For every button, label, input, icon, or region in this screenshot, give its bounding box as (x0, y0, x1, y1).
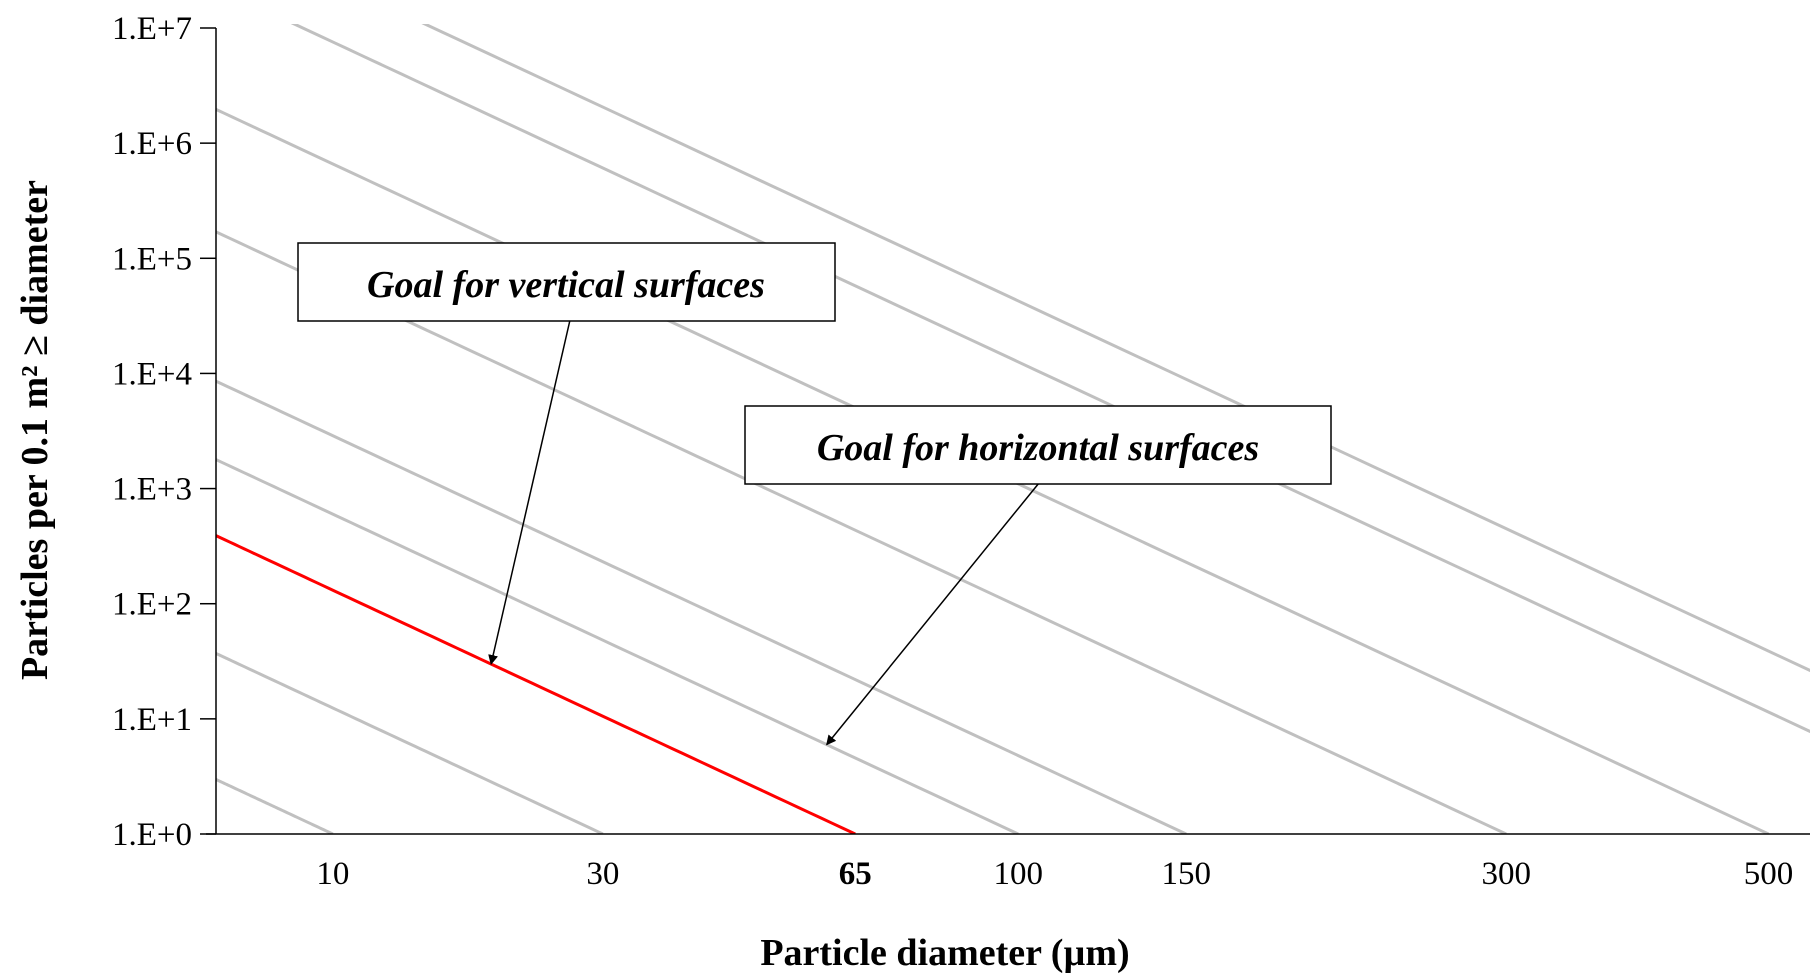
callout-text: Goal for horizontal surfaces (817, 427, 1259, 469)
y-ticks: 1.E+0 1.E+1 1.E+2 1.E+3 1.E+4 1.E+5 1.E+6 1.E+7 (112, 11, 216, 853)
y-tick-label: 1.E+4 (112, 356, 192, 392)
y-tick-label: 1.E+7 (112, 11, 192, 47)
callout-arrow (826, 482, 1040, 746)
y-tick-label: 1.E+3 (112, 472, 192, 508)
y-tick-label: 1.E+0 (112, 817, 192, 853)
x-tick-label: 150 (1161, 856, 1211, 892)
cleanliness-level-line-highlight (216, 534, 856, 834)
x-tick-label: 10 (316, 856, 349, 892)
cleanliness-level-line (290, 24, 1810, 734)
y-axis-title: Particles per 0.1 m² ≥ diameter (14, 180, 56, 680)
cleanliness-level-line (421, 24, 1810, 673)
cleanliness-level-line (216, 458, 1019, 834)
x-tick-label: 300 (1481, 856, 1531, 892)
y-tick-label: 1.E+2 (112, 587, 192, 623)
annotations: Goal for vertical surfaces Goal for horiz… (297, 242, 1332, 746)
callout-box (744, 405, 1332, 485)
cleanliness-level-line (216, 652, 604, 834)
callout-box (297, 242, 836, 322)
x-tick-label: 100 (993, 856, 1043, 892)
x-tick-label-highlight: 65 (839, 856, 872, 892)
x-axis-title: Particle diameter (µm) (760, 932, 1129, 974)
cleanliness-level-line (216, 778, 334, 834)
x-tick-label: 500 (1744, 856, 1794, 892)
x-ticks: 10 30 65 100 150 300 500 (316, 856, 1793, 892)
y-tick-label: 1.E+5 (112, 241, 192, 277)
cleanliness-level-line (216, 379, 1187, 834)
y-tick-label: 1.E+1 (112, 702, 192, 738)
cleanliness-level-line (216, 108, 1770, 834)
callout-arrow (488, 319, 571, 666)
x-tick-label: 30 (586, 856, 619, 892)
callout-text: Goal for vertical surfaces (367, 264, 765, 306)
axes (206, 28, 1810, 835)
y-tick-label: 1.E+6 (112, 126, 192, 162)
